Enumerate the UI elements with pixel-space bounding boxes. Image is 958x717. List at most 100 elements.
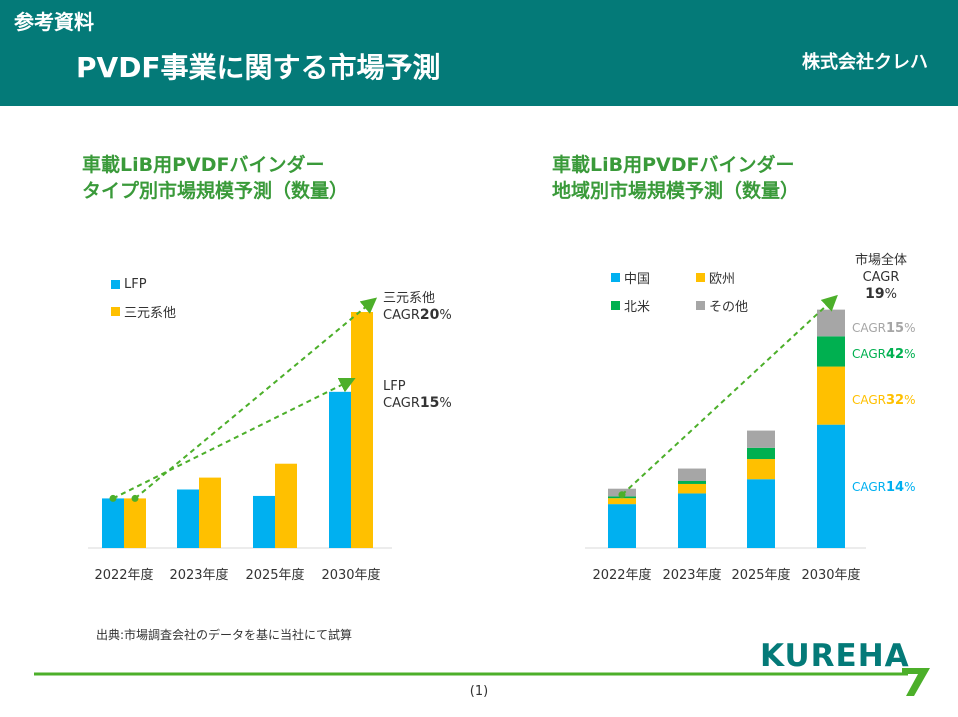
left-chart-title-line2: タイプ別市場規模予測（数量） xyxy=(82,180,349,202)
left-xtick-label: 2022年度 xyxy=(94,568,154,583)
right-xtick-label: 2023年度 xyxy=(662,568,722,583)
china-cagr-prefix: CAGR xyxy=(852,480,887,494)
lfp-annotation-name: LFP xyxy=(383,379,406,394)
other-cagr-prefix: CAGR xyxy=(852,321,887,335)
left-bar-ncm xyxy=(275,463,297,548)
legend-item-europe: 欧州 xyxy=(696,268,735,287)
total-cagr-unit: % xyxy=(884,287,897,302)
legend-item-china: 中国 xyxy=(611,268,650,287)
legend-label-china: 中国 xyxy=(624,272,651,287)
right-bar-segment-china xyxy=(817,424,845,548)
section-label: 参考資料 xyxy=(14,10,94,34)
company-name: 株式会社クレハ xyxy=(802,52,928,73)
lfp-cagr-unit: % xyxy=(439,396,452,411)
legend-swatch-lfp xyxy=(111,280,120,289)
north-america-cagr-prefix: CAGR xyxy=(852,347,887,361)
lfp-annotation-cagr: CAGR15% xyxy=(383,395,452,412)
left-bar-ncm xyxy=(351,312,373,548)
right-bar-segment-other xyxy=(747,430,775,448)
right-xtick-label: 2025年度 xyxy=(731,568,791,583)
right-bar-segment-china xyxy=(678,493,706,548)
left-trend-start-dot-ncm xyxy=(131,494,139,502)
ncm-cagr-prefix: CAGR xyxy=(383,308,420,323)
right-bar-segment-north-america xyxy=(817,336,845,367)
left-bar-lfp xyxy=(102,498,124,548)
legend-label-other: その他 xyxy=(709,300,749,315)
header-banner: 参考資料 PVDF事業に関する市場予測 株式会社クレハ xyxy=(0,0,958,106)
left-xtick-label: 2023年度 xyxy=(169,568,229,583)
legend-swatch-europe xyxy=(696,273,705,282)
total-cagr-value: 19% xyxy=(845,286,917,303)
lfp-cagr-prefix: CAGR xyxy=(383,396,420,411)
lfp-cagr-annotation: LFP CAGR15% xyxy=(383,378,452,412)
legend-swatch-ncm xyxy=(111,307,120,316)
left-bar-lfp xyxy=(253,495,275,548)
left-bar-ncm xyxy=(199,477,221,548)
right-chart-title-line2: 地域別市場規模予測（数量） xyxy=(552,180,800,202)
total-cagr-line1: 市場全体 xyxy=(854,253,907,268)
legend-label-lfp: LFP xyxy=(124,277,147,292)
right-bar-segment-europe xyxy=(678,483,706,494)
left-bar-lfp xyxy=(329,391,351,548)
ncm-annotation-cagr: CAGR20% xyxy=(383,307,452,324)
right-bar-segment-china xyxy=(608,504,636,548)
left-xtick-label: 2030年度 xyxy=(321,568,381,583)
right-bar-segment-europe xyxy=(608,498,636,505)
north-america-cagr-value: 42 xyxy=(886,347,905,362)
page-title: PVDF事業に関する市場予測 xyxy=(76,51,441,84)
left-trend-start-dot-lfp xyxy=(109,494,117,502)
legend-swatch-other xyxy=(696,301,705,310)
right-bar-segment-europe xyxy=(747,459,775,480)
ncm-cagr-value: 20 xyxy=(419,307,440,323)
europe-cagr-unit: % xyxy=(904,393,916,407)
right-chart-title: 車載LiB用PVDFバインダー 地域別市場規模予測（数量） xyxy=(552,152,799,204)
legend-label-europe: 欧州 xyxy=(709,272,736,287)
right-bar-segment-other xyxy=(817,309,845,337)
right-bar-segment-north-america xyxy=(678,480,706,484)
right-bar-segment-other xyxy=(678,468,706,481)
right-bar-segment-china xyxy=(747,479,775,548)
left-trend-arrow-ncm xyxy=(134,297,378,500)
page-number: (1) xyxy=(469,684,489,699)
ncm-annotation-name: 三元系他 xyxy=(383,291,436,306)
right-bar-segment-europe xyxy=(817,366,845,425)
other-cagr-label: CAGR15% xyxy=(852,321,916,336)
lfp-cagr-value: 15 xyxy=(419,395,440,411)
europe-cagr-value: 32 xyxy=(886,393,905,408)
left-chart-title: 車載LiB用PVDFバインダー タイプ別市場規模予測（数量） xyxy=(82,152,348,204)
china-cagr-unit: % xyxy=(904,480,916,494)
legend-item-other: その他 xyxy=(696,296,748,315)
total-cagr-number: 19 xyxy=(865,286,885,302)
right-trend-arrow-total xyxy=(621,294,838,496)
left-bar-lfp xyxy=(177,489,199,548)
source-note: 出典:市場調査会社のデータを基に当社にて試算 xyxy=(96,628,353,642)
legend-label-north-america: 北米 xyxy=(624,300,651,315)
right-chart-title-line1: 車載LiB用PVDFバインダー xyxy=(552,154,795,176)
kureha-logo: KUREHA xyxy=(760,638,910,674)
europe-cagr-label: CAGR32% xyxy=(852,393,916,408)
right-xtick-label: 2022年度 xyxy=(592,568,652,583)
right-bar-segment-north-america xyxy=(747,447,775,460)
other-cagr-value: 15 xyxy=(886,321,905,336)
right-trend-start-dot xyxy=(618,491,626,499)
right-xtick-label: 2030年度 xyxy=(801,568,861,583)
left-xtick-label: 2025年度 xyxy=(245,568,305,583)
total-cagr-line2: CAGR xyxy=(862,270,900,285)
ncm-cagr-unit: % xyxy=(439,308,452,323)
left-trend-arrow-lfp xyxy=(112,377,356,500)
legend-item-north-america: 北米 xyxy=(611,296,650,315)
legend-swatch-china xyxy=(611,273,620,282)
north-america-cagr-label: CAGR42% xyxy=(852,347,916,362)
left-bar-ncm xyxy=(124,498,146,548)
ncm-cagr-annotation: 三元系他 CAGR20% xyxy=(383,290,452,324)
legend-item-lfp: LFP xyxy=(111,277,147,292)
left-chart-title-line1: 車載LiB用PVDFバインダー xyxy=(82,154,325,176)
north-america-cagr-unit: % xyxy=(904,347,916,361)
china-cagr-value: 14 xyxy=(886,480,905,495)
other-cagr-unit: % xyxy=(904,321,916,335)
china-cagr-label: CAGR14% xyxy=(852,480,916,495)
legend-item-ncm: 三元系他 xyxy=(111,302,176,321)
total-cagr-annotation: 市場全体 CAGR 19% xyxy=(845,252,917,303)
europe-cagr-prefix: CAGR xyxy=(852,393,887,407)
